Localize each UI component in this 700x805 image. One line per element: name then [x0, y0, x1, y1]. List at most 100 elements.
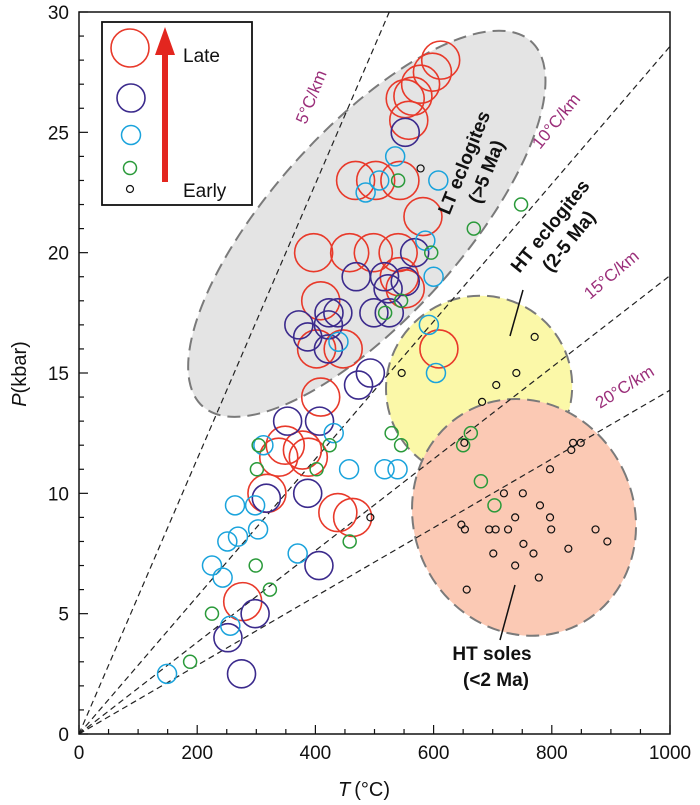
- legend-box: [101, 21, 253, 206]
- point-purple: [359, 298, 389, 328]
- point-purple: [399, 237, 430, 268]
- point-early: [366, 513, 375, 522]
- geotherm-15: [79, 275, 670, 734]
- legend-label-late: Late: [183, 46, 220, 67]
- geotherm-label-5: 5°C/km: [292, 68, 331, 127]
- point-purple: [374, 298, 405, 328]
- point-early: [416, 164, 425, 173]
- region-lt: [187, 29, 547, 418]
- point-early: [591, 525, 600, 534]
- point-late: [258, 437, 299, 478]
- point-early: [568, 438, 578, 447]
- geotherm-label-20: 20°C/km: [592, 362, 658, 413]
- x-tick-label: 800: [536, 743, 568, 764]
- geotherm-label-15: 15°C/km: [580, 246, 642, 303]
- region-ellipses: [187, 29, 638, 637]
- point-early: [564, 544, 573, 553]
- point-early: [519, 539, 528, 548]
- point-late: [400, 64, 441, 104]
- point-green: [473, 474, 489, 489]
- point-purple: [323, 298, 353, 328]
- point-green: [262, 582, 278, 597]
- point-purple: [373, 273, 403, 304]
- point-green: [248, 558, 263, 573]
- point-late: [335, 160, 376, 201]
- point-cyan: [212, 567, 233, 588]
- point-late: [265, 425, 306, 466]
- point-cyan: [224, 495, 246, 516]
- point-late: [222, 581, 263, 622]
- point-green: [182, 654, 198, 670]
- point-early: [397, 368, 406, 378]
- y-tick-label: 20: [48, 244, 69, 265]
- axis-ticks: 0 200 400 600 800 1000 0 5 10 15 20 25 30: [48, 3, 691, 764]
- point-purple: [341, 261, 371, 292]
- point-green: [249, 462, 265, 477]
- point-green: [377, 305, 393, 321]
- point-purple: [314, 298, 344, 328]
- legend: Late Early: [101, 21, 253, 206]
- geotherm-10: [79, 45, 670, 734]
- x-tick-label: 600: [418, 743, 450, 764]
- point-early: [460, 438, 469, 447]
- point-green: [393, 437, 409, 453]
- point-purple: [226, 659, 257, 689]
- point-purple: [213, 622, 243, 653]
- point-late: [329, 232, 370, 273]
- point-cyan: [387, 459, 408, 480]
- point-cyan: [368, 170, 390, 191]
- point-early: [529, 549, 538, 558]
- legend-symbol-cyan: [120, 124, 142, 146]
- point-early: [503, 525, 513, 534]
- point-cyan: [423, 266, 444, 287]
- point-early: [462, 585, 471, 594]
- point-purple: [304, 550, 334, 581]
- point-purple: [313, 334, 344, 364]
- point-late: [300, 280, 341, 321]
- geotherm-20: [79, 389, 670, 734]
- point-late: [332, 497, 373, 538]
- point-late: [300, 377, 341, 417]
- region-label-sole-line2: (<2 Ma): [463, 670, 529, 691]
- point-late: [288, 437, 329, 478]
- point-late: [380, 160, 420, 201]
- x-tick-label: 0: [74, 743, 85, 764]
- point-cyan: [418, 314, 440, 336]
- point-early: [491, 525, 500, 534]
- legend-arrow-head: [155, 27, 175, 55]
- legend-symbol-purple: [116, 83, 146, 113]
- legend-symbol-early: [125, 184, 135, 194]
- point-late: [353, 232, 394, 273]
- legend-symbol-green: [122, 160, 138, 176]
- point-purple: [284, 310, 314, 340]
- y-axis-title: P(kbar): [9, 341, 31, 407]
- geotherm-lines: [79, 12, 670, 734]
- point-late: [403, 196, 443, 237]
- point-purple: [390, 117, 421, 148]
- point-early: [535, 501, 545, 510]
- point-cyan: [323, 422, 344, 444]
- point-cyan: [220, 615, 241, 636]
- point-green: [487, 498, 502, 513]
- x-axis-title: T (°C): [338, 779, 390, 801]
- y-tick-label: 25: [48, 123, 69, 144]
- point-early: [512, 368, 521, 378]
- point-late: [355, 160, 396, 201]
- point-purple: [343, 370, 374, 400]
- legend-symbol-late: [110, 28, 150, 68]
- point-early: [477, 397, 487, 406]
- ht-sole-pointer: [499, 584, 516, 641]
- y-tick-label: 10: [48, 484, 69, 505]
- point-cyan: [355, 182, 376, 203]
- x-tick-label: 200: [181, 743, 213, 764]
- point-cyan: [201, 555, 223, 576]
- point-late: [318, 492, 358, 533]
- y-tick-label: 0: [58, 725, 69, 746]
- point-cyan: [217, 531, 238, 552]
- point-late: [323, 329, 363, 369]
- point-cyan: [338, 459, 360, 480]
- point-early: [460, 525, 470, 534]
- legend-label-early: Early: [183, 181, 227, 202]
- point-early: [534, 573, 543, 582]
- point-green: [423, 245, 439, 260]
